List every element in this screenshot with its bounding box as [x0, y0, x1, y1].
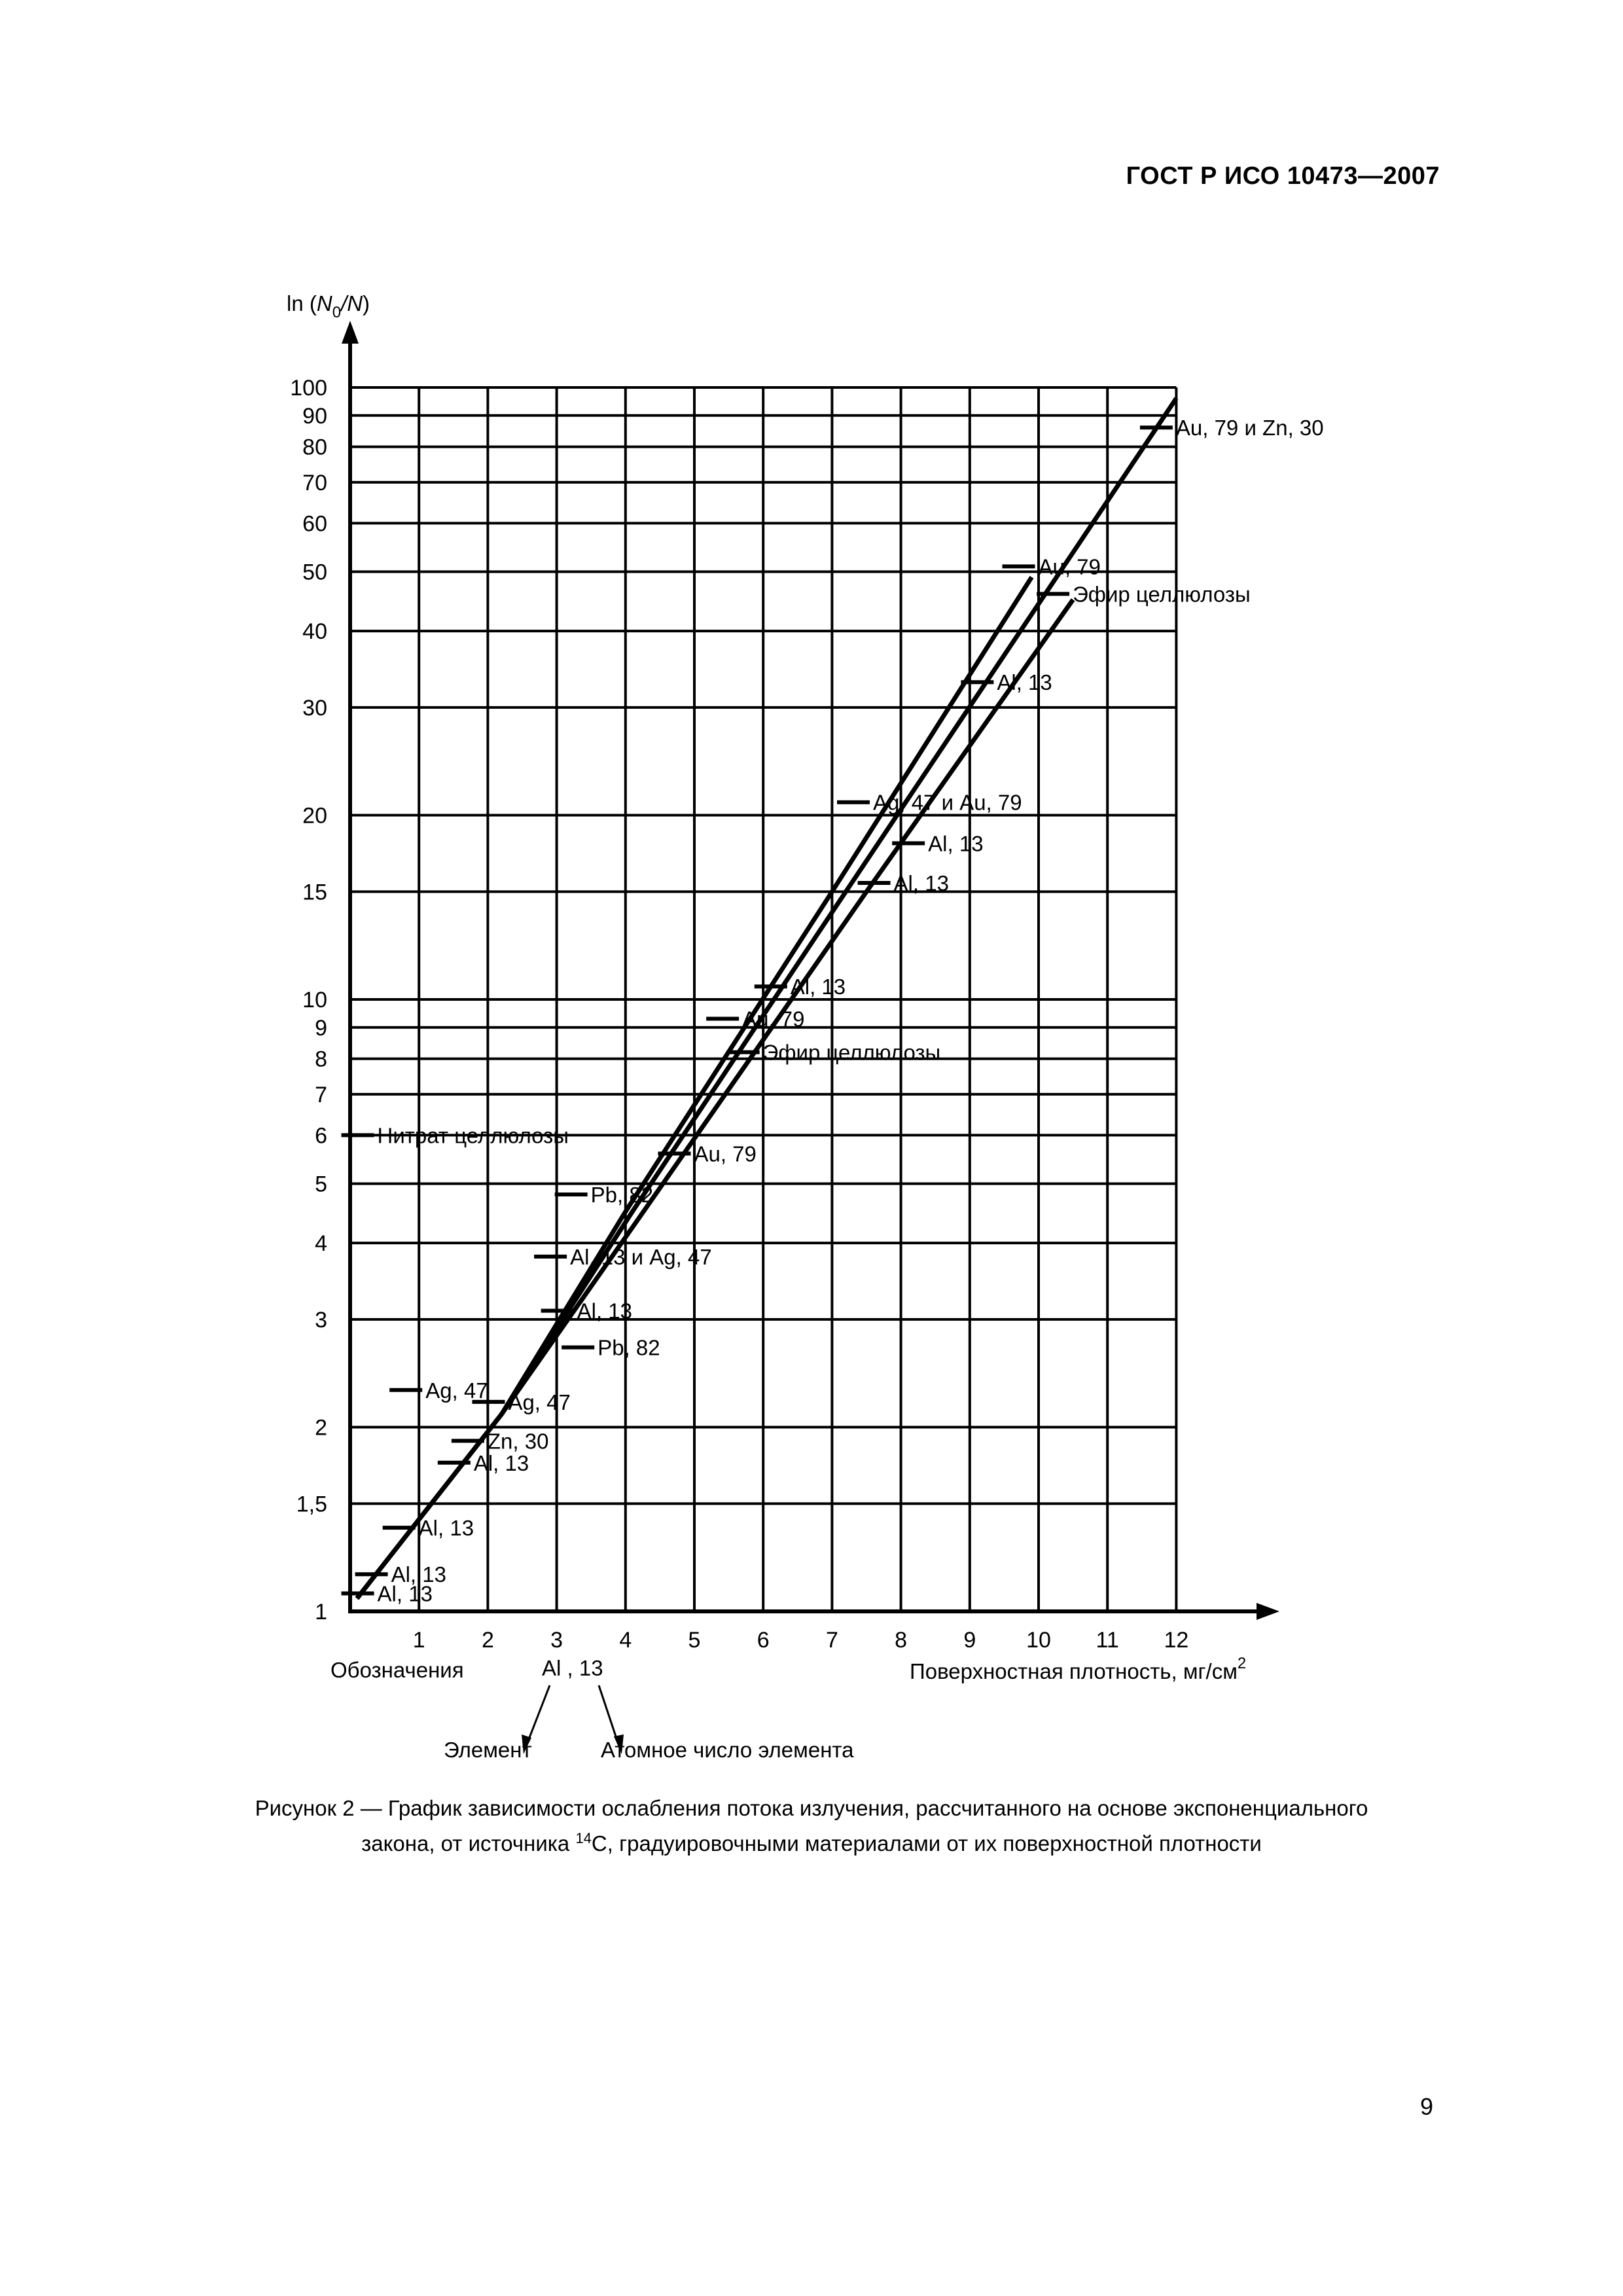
x-tick-label: 11	[1096, 1628, 1119, 1653]
y-tick-label: 3	[315, 1308, 327, 1333]
arrow-down-icon	[522, 1734, 531, 1754]
y-tick-label: 20	[302, 804, 327, 829]
marker-label: Au, 79	[1038, 554, 1100, 579]
y-tick-label: 60	[302, 511, 327, 536]
x-axis-arrow-icon	[1257, 1603, 1279, 1620]
marker-label: Au, 79 и Zn, 30	[1176, 416, 1324, 440]
legend-title: Обозначения	[330, 1658, 464, 1682]
y-tick-label: 10	[302, 988, 327, 1013]
x-tick-label: 2	[482, 1628, 494, 1653]
x-tick-label: 3	[550, 1628, 563, 1653]
y-tick-label: 2	[315, 1416, 327, 1441]
legend-atomic-number-label: Атомное число элемента	[601, 1738, 854, 1762]
marker-label: Al, 13 и Ag, 47	[570, 1245, 712, 1269]
arrow-down-icon	[614, 1734, 624, 1754]
x-tick-label: 5	[688, 1628, 701, 1653]
x-tick-label: 10	[1026, 1628, 1051, 1653]
marker-label: Al, 13	[928, 831, 983, 855]
calibration-markers: Au, 79 и Zn, 30 Au, 79 Эфир целлюлозы Al, 1…	[341, 416, 1324, 1606]
y-tick-label: 40	[302, 619, 327, 644]
marker-label: Ag, 47	[508, 1390, 570, 1414]
y-tick-label: 100	[290, 376, 327, 401]
legend-element-label: Элемент	[444, 1738, 532, 1762]
marker-label: Al, 13	[997, 670, 1052, 694]
y-tick-label: 8	[315, 1047, 327, 1072]
series-line	[355, 598, 1075, 1600]
y-tick-label: 80	[302, 435, 327, 460]
marker-label: Эфир целлюлозы	[763, 1041, 941, 1065]
marker-label: Al, 13	[419, 1516, 474, 1540]
y-tick-label: 4	[315, 1231, 327, 1256]
marker-label: Au, 79	[742, 1007, 804, 1031]
x-tick-label: 8	[895, 1628, 907, 1653]
x-tick-label: 4	[619, 1628, 632, 1653]
notation-legend: Обозначения Al , 13 Элемент Атомное числ…	[330, 1656, 854, 1762]
y-tick-label: 70	[302, 471, 327, 495]
marker-label: Ag, 47	[425, 1378, 488, 1403]
y-tick-label: 50	[302, 560, 327, 584]
figure-caption: Рисунок 2 — График зависимости ослаблени…	[131, 1793, 1492, 1859]
document-id: ГОСТ Р ИСО 10473—2007	[1126, 162, 1440, 190]
y-tick-label: 90	[302, 404, 327, 429]
y-tick-label: 6	[315, 1123, 327, 1148]
x-tick-label: 1	[413, 1628, 425, 1653]
y-tick-label: 1	[315, 1600, 327, 1624]
y-tick-label: 30	[302, 696, 327, 721]
x-tick-label: 7	[826, 1628, 838, 1653]
x-tick-label: 12	[1164, 1628, 1188, 1653]
data-series	[355, 397, 1179, 1600]
marker-label: Нитрат целлюлозы	[378, 1123, 569, 1147]
y-axis-title: ln (N0/N)	[287, 291, 370, 321]
marker-label: Al, 13	[391, 1562, 446, 1587]
marker-label: Au, 79	[694, 1141, 756, 1166]
marker-label: Al, 13	[894, 871, 949, 895]
marker-label: Эфир целлюлозы	[1073, 582, 1251, 606]
legend-example: Al , 13	[542, 1656, 603, 1680]
marker-label: Ag, 47 и Au, 79	[873, 791, 1022, 815]
marker-label: Pb, 82	[597, 1336, 660, 1360]
caption-line-2: закона, от источника 14С, градуировочным…	[361, 1830, 1262, 1856]
y-tick-label: 9	[315, 1016, 327, 1041]
marker-label: Al, 13	[791, 975, 846, 999]
page-number: 9	[1420, 2093, 1434, 2120]
x-axis-title: Поверхностная плотность, мг/см2	[910, 1655, 1246, 1683]
marker-label: Zn, 30	[488, 1429, 549, 1453]
y-tick-label: 15	[302, 880, 327, 905]
x-tick-label: 6	[757, 1628, 770, 1653]
caption-line-1: Рисунок 2 — График зависимости ослаблени…	[255, 1796, 1368, 1820]
y-axis-arrow-icon	[342, 321, 359, 344]
y-tick-label: 5	[315, 1172, 327, 1196]
marker-label: Al, 13	[474, 1451, 529, 1475]
y-tick-label: 1,5	[296, 1492, 327, 1516]
x-tick-label: 9	[963, 1628, 976, 1653]
marker-label: Al, 13	[378, 1582, 433, 1606]
marker-label: Al, 13	[577, 1299, 632, 1323]
marker-label: Pb, 82	[591, 1183, 653, 1207]
y-tick-label: 7	[315, 1083, 327, 1107]
